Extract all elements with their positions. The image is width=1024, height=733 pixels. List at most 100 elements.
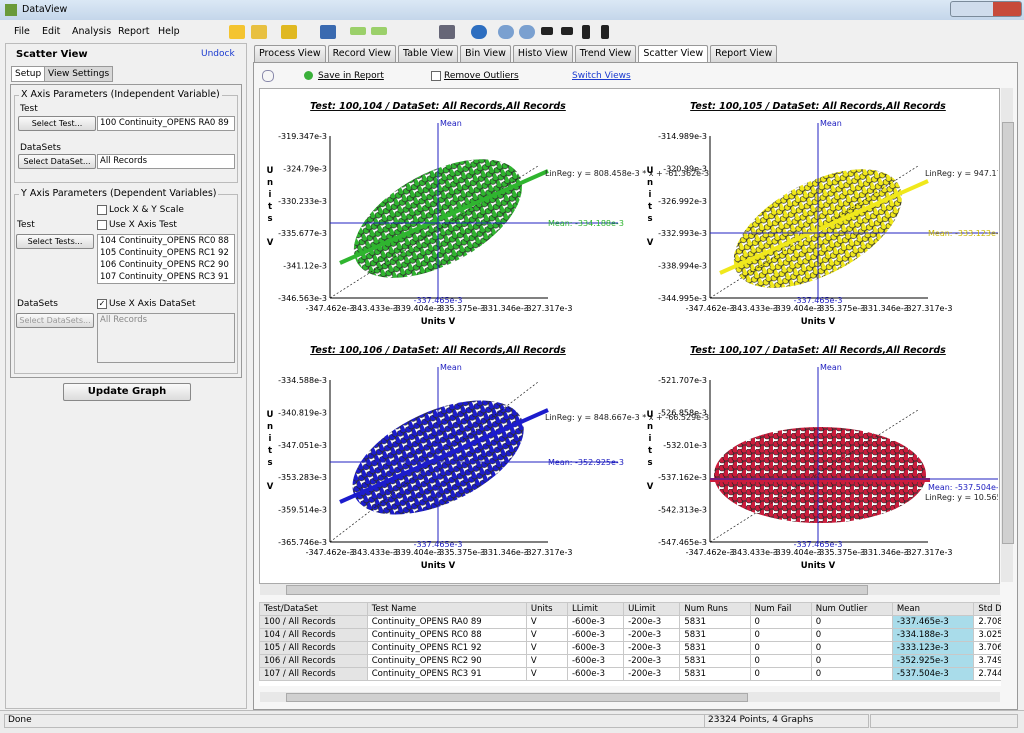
update-graph-button[interactable]: Update Graph	[63, 383, 191, 401]
save-report-link[interactable]: Save in Report	[318, 71, 384, 81]
table-cell: -352.925e-3	[891, 654, 975, 668]
scroll-thumb[interactable]	[1002, 122, 1014, 544]
v-scrollbar[interactable]	[1001, 88, 1014, 582]
table-cell: 0	[749, 654, 812, 668]
datasets-field[interactable]: All Records	[97, 313, 235, 363]
table-cell: -334.188e-3	[891, 628, 975, 642]
select-datasets-button[interactable]: Select DataSets...	[16, 313, 94, 328]
scatter-plot: Test: 100,107 / DataSet: All Records,All…	[645, 345, 998, 571]
view-tab[interactable]: Record View	[327, 45, 396, 62]
plot-title: Test: 100,104 / DataSet: All Records,All…	[310, 101, 566, 112]
menu-item[interactable]: Help	[158, 26, 180, 37]
table-cell: 106 / All Records	[259, 654, 368, 668]
dataset-field[interactable]: All Records	[97, 154, 235, 169]
table-cell: -333.123e-3	[891, 641, 975, 655]
view-tab[interactable]: Histo View	[512, 45, 573, 62]
switch-views-link[interactable]: Switch Views	[572, 71, 631, 81]
x-axis-label: Units V	[801, 317, 836, 327]
zoom-in-icon[interactable]	[498, 25, 514, 39]
forward-icon[interactable]	[371, 27, 387, 35]
point-cloud	[714, 427, 926, 523]
back-icon[interactable]	[350, 27, 366, 35]
table-cell: -600e-3	[566, 654, 625, 668]
window-controls[interactable]	[950, 1, 1022, 17]
expand-icon[interactable]	[541, 27, 553, 35]
panel-title: Scatter View	[16, 49, 88, 60]
new-icon[interactable]	[251, 25, 267, 39]
table-cell: Continuity_OPENS RC3 91	[366, 667, 527, 681]
checkbox-checked[interactable]: ✓	[97, 299, 107, 309]
h-scrollbar[interactable]	[260, 584, 1000, 595]
checkbox[interactable]	[431, 71, 441, 81]
x-tick-label: -331.346e-3	[860, 304, 909, 313]
select-tests-button[interactable]: Select Tests...	[16, 234, 94, 249]
x-tick-label: -347.462e-3	[686, 548, 735, 557]
zoom-out-icon[interactable]	[519, 25, 535, 39]
select-test-button[interactable]: Select Test...	[18, 116, 96, 131]
menu-item[interactable]: Edit	[42, 26, 61, 37]
label: Test	[20, 104, 38, 114]
open-icon[interactable]	[229, 25, 245, 39]
table-row: 105 / All Records Continuity_OPENS RC1 92…	[259, 641, 1001, 655]
label: Use X Axis DataSet	[109, 299, 196, 309]
save-icon[interactable]	[320, 25, 336, 39]
view-tab[interactable]: Scatter View	[638, 45, 709, 62]
vexpand-icon[interactable]	[582, 25, 590, 39]
setup-tab[interactable]: Setup	[11, 66, 46, 82]
collapse-icon[interactable]	[561, 27, 573, 35]
table-row: 104 / All Records Continuity_OPENS RC0 88…	[259, 628, 1001, 642]
view-tab[interactable]: Bin View	[460, 45, 511, 62]
undock-link[interactable]: Undock	[201, 49, 235, 59]
test-field[interactable]: 100 Continuity_OPENS RA0 89	[97, 116, 235, 131]
table-cell: -200e-3	[623, 615, 681, 629]
list-item[interactable]: 104 Continuity_OPENS RC0 88	[100, 236, 229, 246]
view-tab[interactable]: Process View	[254, 45, 326, 62]
list-item[interactable]: 107 Continuity_OPENS RC3 91	[100, 272, 229, 282]
x-axis-label: Units V	[421, 317, 456, 327]
remove-outliers-label[interactable]: Remove Outliers	[444, 71, 519, 81]
table-cell: -600e-3	[566, 628, 625, 642]
import-icon[interactable]	[281, 25, 297, 39]
scatter-plot: Test: 100,105 / DataSet: All Records,All…	[645, 101, 998, 327]
linreg-label: LinReg: y = 10.565e	[925, 493, 998, 502]
x-axis-group: X Axis Parameters (Independent Variable)…	[14, 89, 238, 183]
menu-item[interactable]: File	[14, 26, 30, 37]
column-header: Test/DataSet	[259, 602, 368, 616]
list-item[interactable]: 105 Continuity_OPENS RC1 92	[100, 248, 229, 258]
y-tick-label: -526.858e-3	[658, 408, 707, 417]
checkbox[interactable]	[97, 205, 107, 215]
y-tick-label: -344.995e-3	[658, 294, 707, 303]
scroll-thumb[interactable]	[286, 693, 748, 702]
label: DataSets	[17, 299, 58, 309]
table-cell: 2.744	[973, 667, 1001, 681]
view-tab[interactable]: Table View	[398, 45, 459, 62]
x-tick-label: -327.317e-3	[524, 548, 573, 557]
tests-list[interactable]: 104 Continuity_OPENS RC0 88 105 Continuit…	[97, 234, 235, 284]
x-tick-label: -343.433e-3	[729, 304, 778, 313]
camera-icon[interactable]	[439, 25, 455, 39]
refresh-icon[interactable]	[471, 25, 487, 39]
select-dataset-button[interactable]: Select DataSet...	[18, 154, 96, 169]
mean-label: Mean	[820, 363, 842, 372]
y-tick-label: -532.01e-3	[663, 441, 707, 450]
y-tick-label: -521.707e-3	[658, 376, 707, 385]
table-frame: Test/DataSet Test Name Units LLimit ULimit Nu…	[259, 602, 1001, 686]
view-settings-tab[interactable]: View Settings	[44, 66, 114, 82]
view-tab[interactable]: Report View	[710, 45, 778, 62]
menu-item[interactable]: Analysis	[72, 26, 112, 37]
search-icon[interactable]	[262, 70, 274, 82]
scroll-thumb[interactable]	[286, 585, 868, 595]
table-cell: 3.706	[973, 641, 1001, 655]
column-header: Num Runs	[679, 602, 751, 616]
table-scrollbar[interactable]	[260, 692, 1000, 702]
view-tab[interactable]: Trend View	[574, 45, 637, 62]
y-axis-label: Units V	[645, 410, 655, 494]
vcollapse-icon[interactable]	[601, 25, 609, 39]
status-right: 23324 Points, 4 Graphs	[704, 714, 869, 728]
menu-item[interactable]: Report	[118, 26, 150, 37]
save-report-icon[interactable]	[304, 71, 313, 80]
table-cell: Continuity_OPENS RC2 90	[366, 654, 527, 668]
checkbox[interactable]	[97, 220, 107, 230]
list-item[interactable]: 106 Continuity_OPENS RC2 90	[100, 260, 229, 270]
table-cell: 3.749	[973, 654, 1001, 668]
